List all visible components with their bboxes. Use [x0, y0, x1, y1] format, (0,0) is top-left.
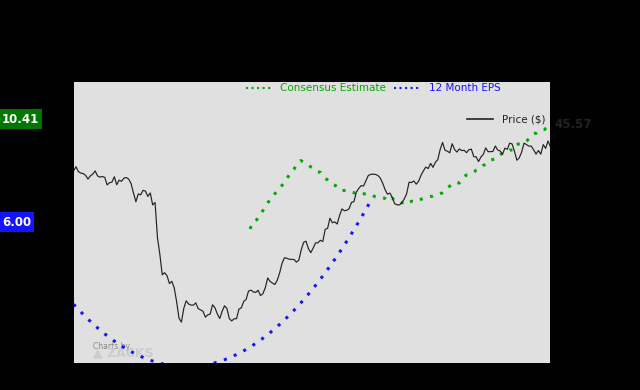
Text: 6.00: 6.00	[2, 216, 31, 229]
Text: Charts by: Charts by	[93, 342, 130, 351]
Text: 10.41: 10.41	[2, 113, 39, 126]
Legend: Price ($): Price ($)	[467, 114, 545, 124]
Text: ▲ ZACKS: ▲ ZACKS	[93, 347, 153, 360]
Text: 45.57: 45.57	[555, 117, 593, 131]
